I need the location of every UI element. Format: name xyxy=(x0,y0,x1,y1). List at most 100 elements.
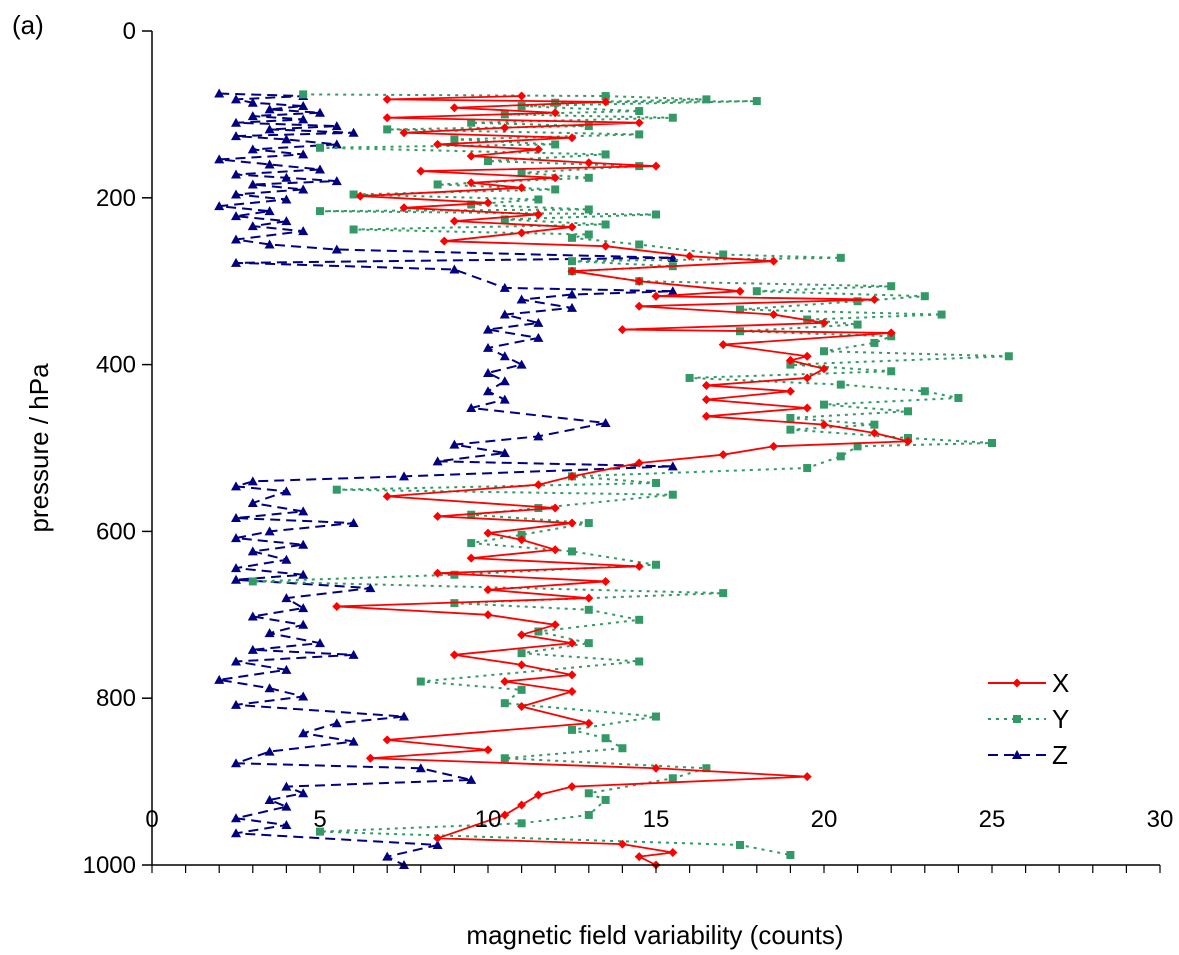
point-marker-triangle xyxy=(298,569,309,579)
point-marker-triangle xyxy=(298,114,309,124)
point-marker-square xyxy=(584,639,593,648)
point-marker-diamond xyxy=(517,702,527,712)
point-marker-triangle xyxy=(281,216,292,226)
point-marker-diamond xyxy=(584,718,594,728)
point-marker-diamond xyxy=(634,276,644,286)
point-marker-triangle xyxy=(231,234,241,244)
point-marker-triangle xyxy=(516,294,527,304)
point-marker-square xyxy=(416,677,425,686)
point-marker-triangle xyxy=(231,533,241,543)
point-marker-triangle xyxy=(298,603,309,613)
point-marker-diamond xyxy=(886,328,896,338)
point-marker-diamond xyxy=(685,251,695,261)
point-marker-diamond xyxy=(517,800,527,810)
point-marker-diamond xyxy=(634,118,644,128)
point-marker-triangle xyxy=(231,169,241,179)
point-marker-triangle xyxy=(281,194,292,204)
point-marker-square xyxy=(601,150,610,159)
y-tick-label: 200 xyxy=(96,185,136,212)
point-marker-square xyxy=(584,605,593,614)
point-marker-square xyxy=(635,130,644,139)
point-marker-diamond xyxy=(567,133,577,143)
point-marker-square xyxy=(887,367,896,376)
series-y xyxy=(248,90,1013,859)
point-marker-square xyxy=(534,195,543,204)
point-marker-diamond xyxy=(517,535,527,545)
point-marker-diamond xyxy=(718,450,728,460)
point-marker-triangle xyxy=(231,563,241,573)
point-marker-square xyxy=(988,438,996,447)
point-marker-triangle xyxy=(231,828,241,838)
point-marker-square xyxy=(853,320,862,329)
point-marker-triangle xyxy=(399,711,409,721)
point-marker-diamond xyxy=(735,286,745,296)
point-marker-triangle xyxy=(231,656,241,666)
point-marker-square xyxy=(920,387,929,396)
point-marker-diamond xyxy=(701,411,711,421)
point-marker-square xyxy=(635,240,644,249)
point-marker-square xyxy=(584,519,593,528)
point-marker-triangle xyxy=(499,394,510,404)
point-marker-square xyxy=(500,215,509,224)
point-marker-diamond xyxy=(634,301,644,311)
point-marker-diamond xyxy=(550,620,560,630)
point-marker-triangle xyxy=(264,206,275,216)
x-tick-label: 25 xyxy=(979,806,1006,833)
point-marker-triangle xyxy=(298,539,309,549)
point-marker-diamond xyxy=(567,638,577,648)
point-marker-diamond xyxy=(533,480,543,490)
point-marker-triangle xyxy=(667,461,678,471)
point-marker-square xyxy=(719,589,728,598)
point-marker-triangle xyxy=(365,583,376,593)
point-marker-triangle xyxy=(499,282,510,292)
point-marker-triangle xyxy=(264,124,275,134)
point-marker-square xyxy=(820,400,828,409)
point-marker-square xyxy=(332,485,341,494)
legend-label: X xyxy=(1052,668,1069,698)
point-marker-square xyxy=(920,292,929,301)
point-marker-triangle xyxy=(264,628,275,638)
point-marker-square xyxy=(601,734,610,743)
point-marker-triangle xyxy=(483,342,493,352)
point-marker-triangle xyxy=(399,471,409,481)
point-marker-square xyxy=(299,90,308,99)
point-marker-square xyxy=(584,789,593,798)
point-marker-triangle xyxy=(281,172,292,182)
y-tick-label: 800 xyxy=(96,685,136,712)
y-tick-label: 1000 xyxy=(83,852,136,879)
point-marker-diamond xyxy=(483,610,493,620)
point-marker-square xyxy=(467,539,476,548)
point-marker-square xyxy=(568,257,576,266)
point-marker-diamond xyxy=(517,228,527,238)
point-marker-square xyxy=(349,225,358,234)
point-marker-triangle xyxy=(281,554,292,564)
point-marker-triangle xyxy=(331,139,342,149)
point-marker-triangle xyxy=(667,286,678,296)
point-marker-diamond xyxy=(869,428,879,438)
y-axis-title: pressure / hPa xyxy=(24,363,54,533)
point-marker-square xyxy=(820,347,828,356)
point-marker-triangle xyxy=(499,309,510,319)
point-marker-square xyxy=(584,810,593,819)
point-marker-square xyxy=(517,819,526,828)
point-marker-diamond xyxy=(634,458,644,468)
point-marker-square xyxy=(853,297,862,306)
legend-label: Y xyxy=(1052,704,1069,734)
point-marker-diamond xyxy=(382,735,392,745)
point-marker-square xyxy=(652,560,660,569)
point-marker-diamond xyxy=(533,209,543,219)
point-marker-diamond xyxy=(517,91,527,101)
x-tick-label: 15 xyxy=(643,806,670,833)
point-marker-square xyxy=(618,744,627,753)
point-marker-square xyxy=(450,135,459,144)
point-marker-diamond xyxy=(483,745,493,755)
point-marker-square xyxy=(484,157,492,166)
point-marker-square xyxy=(534,504,543,513)
point-marker-triangle xyxy=(483,386,493,396)
point-marker-diamond xyxy=(533,790,543,800)
point-marker-diamond xyxy=(466,151,476,161)
point-marker-diamond xyxy=(567,687,577,697)
point-marker-square xyxy=(887,282,896,291)
point-marker-diamond xyxy=(802,373,812,383)
point-marker-square xyxy=(786,425,795,434)
